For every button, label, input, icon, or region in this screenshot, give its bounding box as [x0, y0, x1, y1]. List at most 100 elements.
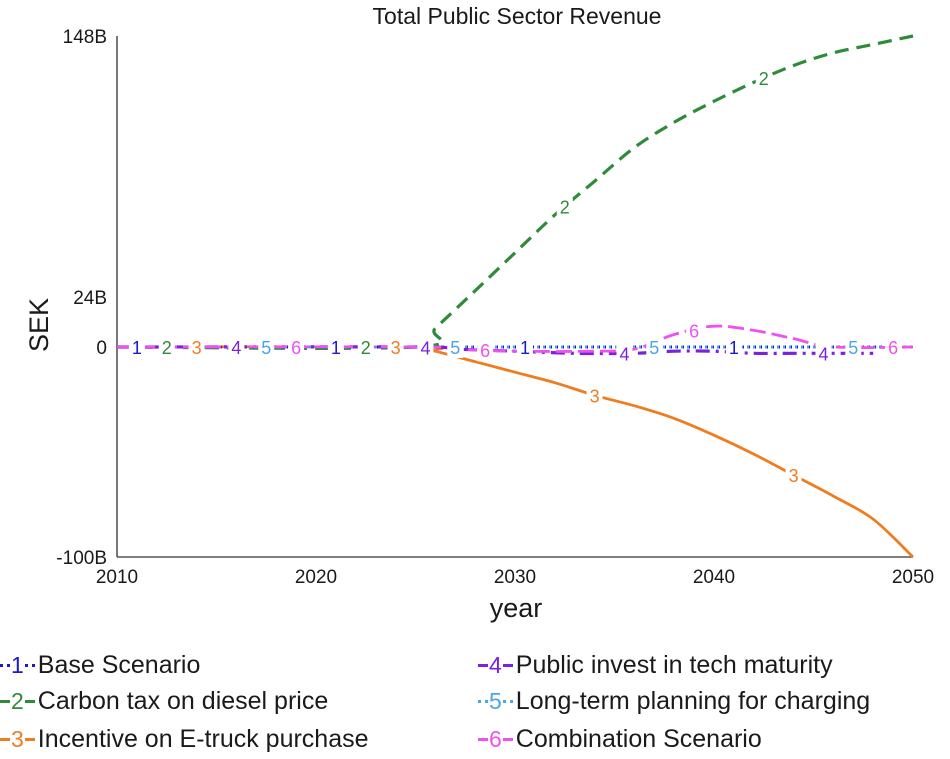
x-tick-label: 2030 — [494, 567, 536, 588]
legend-line-segment — [0, 699, 10, 703]
series-line-3 — [116, 345, 914, 559]
x-axis-label: year — [490, 593, 543, 623]
series-label-bg — [327, 336, 344, 358]
x-tick-label: 2050 — [892, 567, 934, 588]
legend-line-segment — [24, 699, 35, 703]
series-label-bg — [447, 336, 464, 358]
legend-swatch-1: 1 — [0, 652, 35, 679]
series-label-bg — [616, 342, 633, 365]
series-label-2: 2 — [162, 338, 172, 358]
legend: 1 Base Scenario 2 Carbon tax on diesel pric… — [0, 646, 950, 759]
legend-item-2: 2 Carbon tax on diesel price — [0, 684, 328, 718]
series-label-3: 3 — [391, 338, 401, 358]
legend-item-5: 5 Long-term planning for charging — [478, 684, 870, 718]
series-label-bg — [158, 336, 175, 358]
series-label-5: 5 — [261, 338, 271, 358]
legend-number: 1 — [11, 651, 24, 678]
series-label-2: 2 — [759, 69, 769, 89]
legend-swatch-5: 5 — [478, 688, 513, 715]
series-label-3: 3 — [192, 338, 202, 358]
series-label-6: 6 — [888, 338, 898, 358]
series-label-bg — [586, 384, 603, 407]
legend-line-segment — [478, 663, 488, 667]
series-label-1: 1 — [331, 338, 341, 358]
series-label-1: 1 — [132, 338, 142, 358]
legend-number: 5 — [489, 687, 502, 714]
series-label-bg — [885, 336, 902, 358]
legend-line-segment — [24, 663, 35, 667]
axes: 2010 2020 2030 2040 2050 -100B 0 24B 148B — [56, 27, 934, 588]
legend-line-segment — [478, 699, 488, 703]
series-label-4: 4 — [619, 344, 629, 364]
series-label-bg — [646, 336, 663, 358]
legend-label: Combination Scenario — [515, 724, 762, 753]
series-label-bg — [556, 195, 573, 218]
legend-line-segment — [502, 663, 513, 667]
legend-line-segment — [0, 737, 10, 741]
series-label-4: 4 — [231, 338, 241, 358]
series-label-6: 6 — [480, 341, 490, 361]
series-label-5: 5 — [649, 338, 659, 358]
y-tick-label: 148B — [63, 27, 107, 48]
legend-line-segment — [24, 737, 35, 741]
series-label-2: 2 — [361, 338, 371, 358]
legend-item-6: 6 Combination Scenario — [478, 722, 762, 756]
legend-number: 3 — [11, 725, 24, 752]
y-tick-label: 24B — [73, 288, 107, 309]
series-label-bg — [258, 336, 275, 358]
series-label-6: 6 — [291, 338, 301, 358]
x-tick-label: 2040 — [693, 567, 735, 588]
legend-swatch-2: 2 — [0, 688, 35, 715]
series-label-bg — [288, 336, 305, 358]
series-label-3: 3 — [789, 466, 799, 486]
y-tick-label: -100B — [56, 548, 107, 569]
series-label-bg — [417, 336, 434, 359]
x-tick-label: 2020 — [295, 567, 337, 588]
legend-number: 2 — [11, 687, 24, 714]
series-label-4: 4 — [818, 344, 828, 364]
series-label-bg — [128, 336, 145, 358]
legend-label: Carbon tax on diesel price — [37, 686, 329, 715]
series-label-5: 5 — [848, 338, 858, 358]
series-label-bg — [188, 336, 205, 358]
legend-swatch-3: 3 — [0, 726, 35, 753]
y-tick-label: 0 — [96, 338, 107, 359]
legend-item-3: 3 Incentive on E-truck purchase — [0, 722, 369, 756]
legend-line-segment — [502, 737, 513, 741]
series-line-2 — [116, 34, 914, 350]
legend-label: Public invest in tech maturity — [515, 650, 833, 679]
series-label-bg — [477, 339, 494, 362]
x-tick-label: 2010 — [96, 567, 138, 588]
legend-number: 6 — [489, 725, 502, 752]
series-label-1: 1 — [729, 338, 739, 358]
y-axis-label: SEK — [24, 298, 54, 352]
legend-line-segment — [478, 737, 488, 741]
series-label-bg — [725, 336, 742, 358]
chart-title: Total Public Sector Revenue — [373, 3, 662, 29]
legend-number: 4 — [489, 651, 502, 678]
series-label-bg — [815, 342, 832, 365]
legend-label: Base Scenario — [37, 650, 201, 679]
series-label-1: 1 — [520, 338, 530, 358]
legend-line-segment — [502, 699, 513, 703]
series-label-bg — [357, 336, 374, 358]
line-chart: Total Public Sector Revenue 2010 2020 2030… — [24, 3, 934, 623]
legend-label: Long-term planning for charging — [515, 686, 871, 715]
legend-swatch-4: 4 — [478, 652, 513, 679]
legend-item-4: 4 Public invest in tech maturity — [478, 648, 833, 682]
legend-line-segment — [0, 663, 10, 667]
series-label-bg — [755, 67, 772, 90]
series-label-bg — [845, 336, 862, 358]
series-label-bg — [228, 336, 245, 358]
legend-swatch-6: 6 — [478, 726, 513, 753]
series-label-5: 5 — [450, 338, 460, 358]
series-label-bg — [387, 336, 404, 358]
series-label-4: 4 — [420, 339, 430, 359]
legend-label: Incentive on E-truck purchase — [37, 724, 369, 753]
series-label-6: 6 — [689, 321, 699, 341]
series-label-bg — [686, 319, 703, 342]
series-label-bg — [785, 464, 802, 487]
legend-item-1: 1 Base Scenario — [0, 648, 200, 682]
series-label-3: 3 — [590, 386, 600, 406]
